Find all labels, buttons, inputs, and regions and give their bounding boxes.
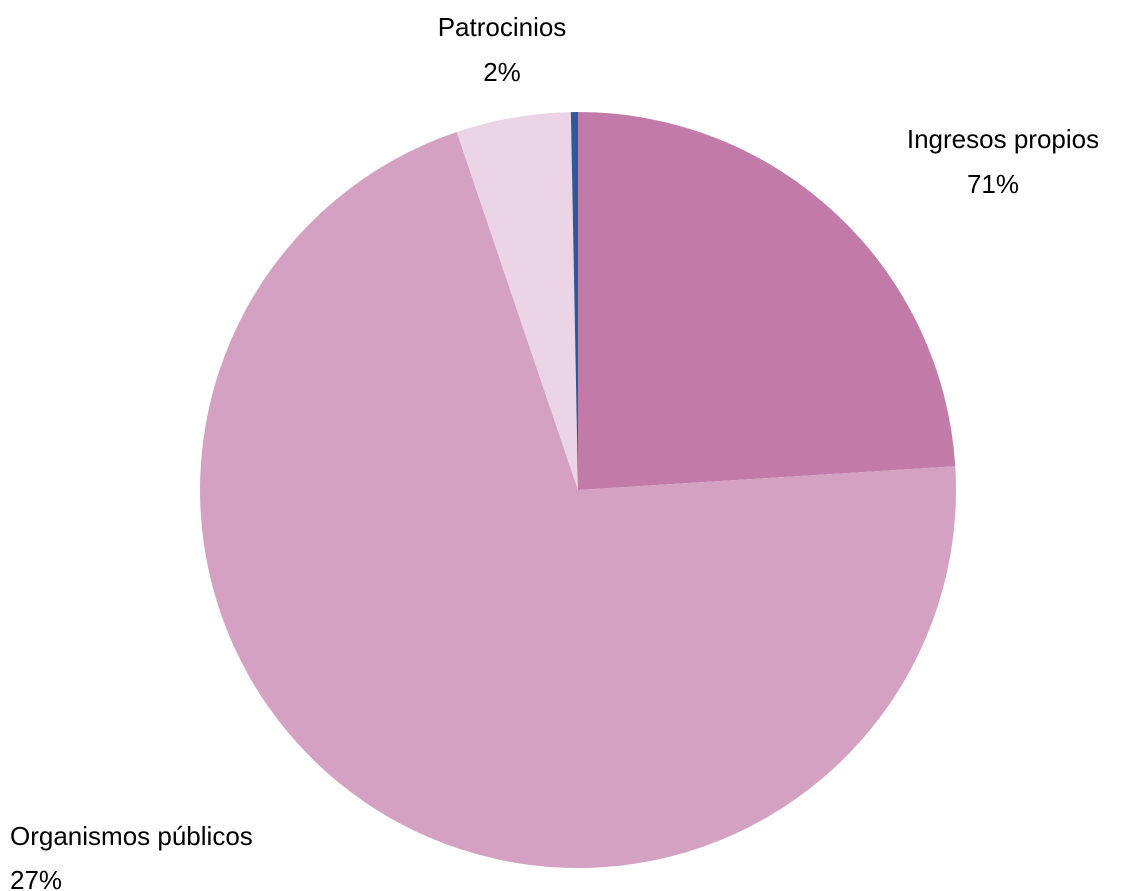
pie-slice-unlabeled-3 [570,112,578,490]
label-organismos-publicos-percent: 27% [10,865,62,891]
pie-slice-ingresos-propios-0 [578,112,956,490]
label-ingresos-propios-name: Ingresos propios [907,124,1099,154]
pie-slices [199,112,956,869]
label-patrocinios-name: Patrocinios [438,12,567,42]
label-ingresos-propios-percent: 71% [967,169,1019,199]
label-patrocinios-percent: 2% [483,57,521,87]
pie-slice-patrocinios-2 [456,112,578,491]
label-organismos-publicos-name: Organismos públicos [10,821,253,851]
pie-slice-organismos-publicos-1 [199,131,956,869]
